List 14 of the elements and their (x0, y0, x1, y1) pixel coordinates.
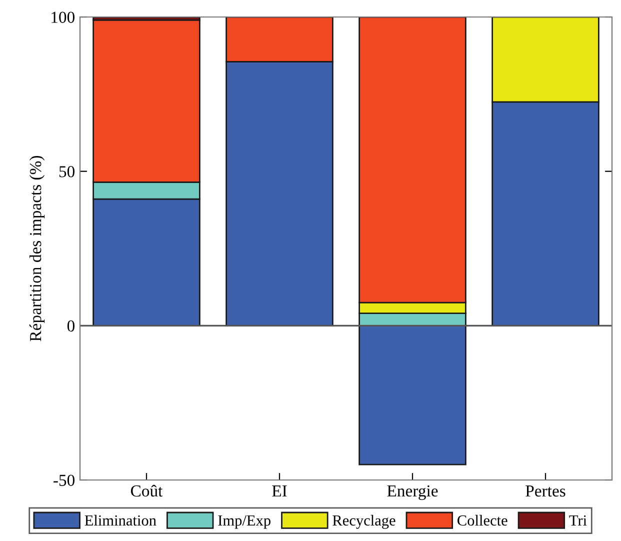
x-tick-label: Energie (387, 485, 438, 500)
legend-label: Tri (569, 515, 587, 526)
y-tick-label: -50 (54, 474, 75, 486)
y-tick-label: 0 (67, 320, 75, 332)
legend-label: Imp/Exp (218, 515, 270, 529)
x-tick-label: EI (272, 486, 287, 496)
legend-label: Recyclage (332, 514, 396, 529)
legend-label: Collecte (458, 514, 508, 526)
x-tick-label: Pertes (526, 486, 566, 497)
legend-label: Elimination (84, 514, 156, 526)
y-tick-label: 50 (59, 166, 75, 178)
y-tick-label: 100 (52, 12, 75, 23)
x-tick-label: Coût (130, 484, 163, 497)
y-axis-title: Répartition des impacts (%) (29, 156, 45, 342)
